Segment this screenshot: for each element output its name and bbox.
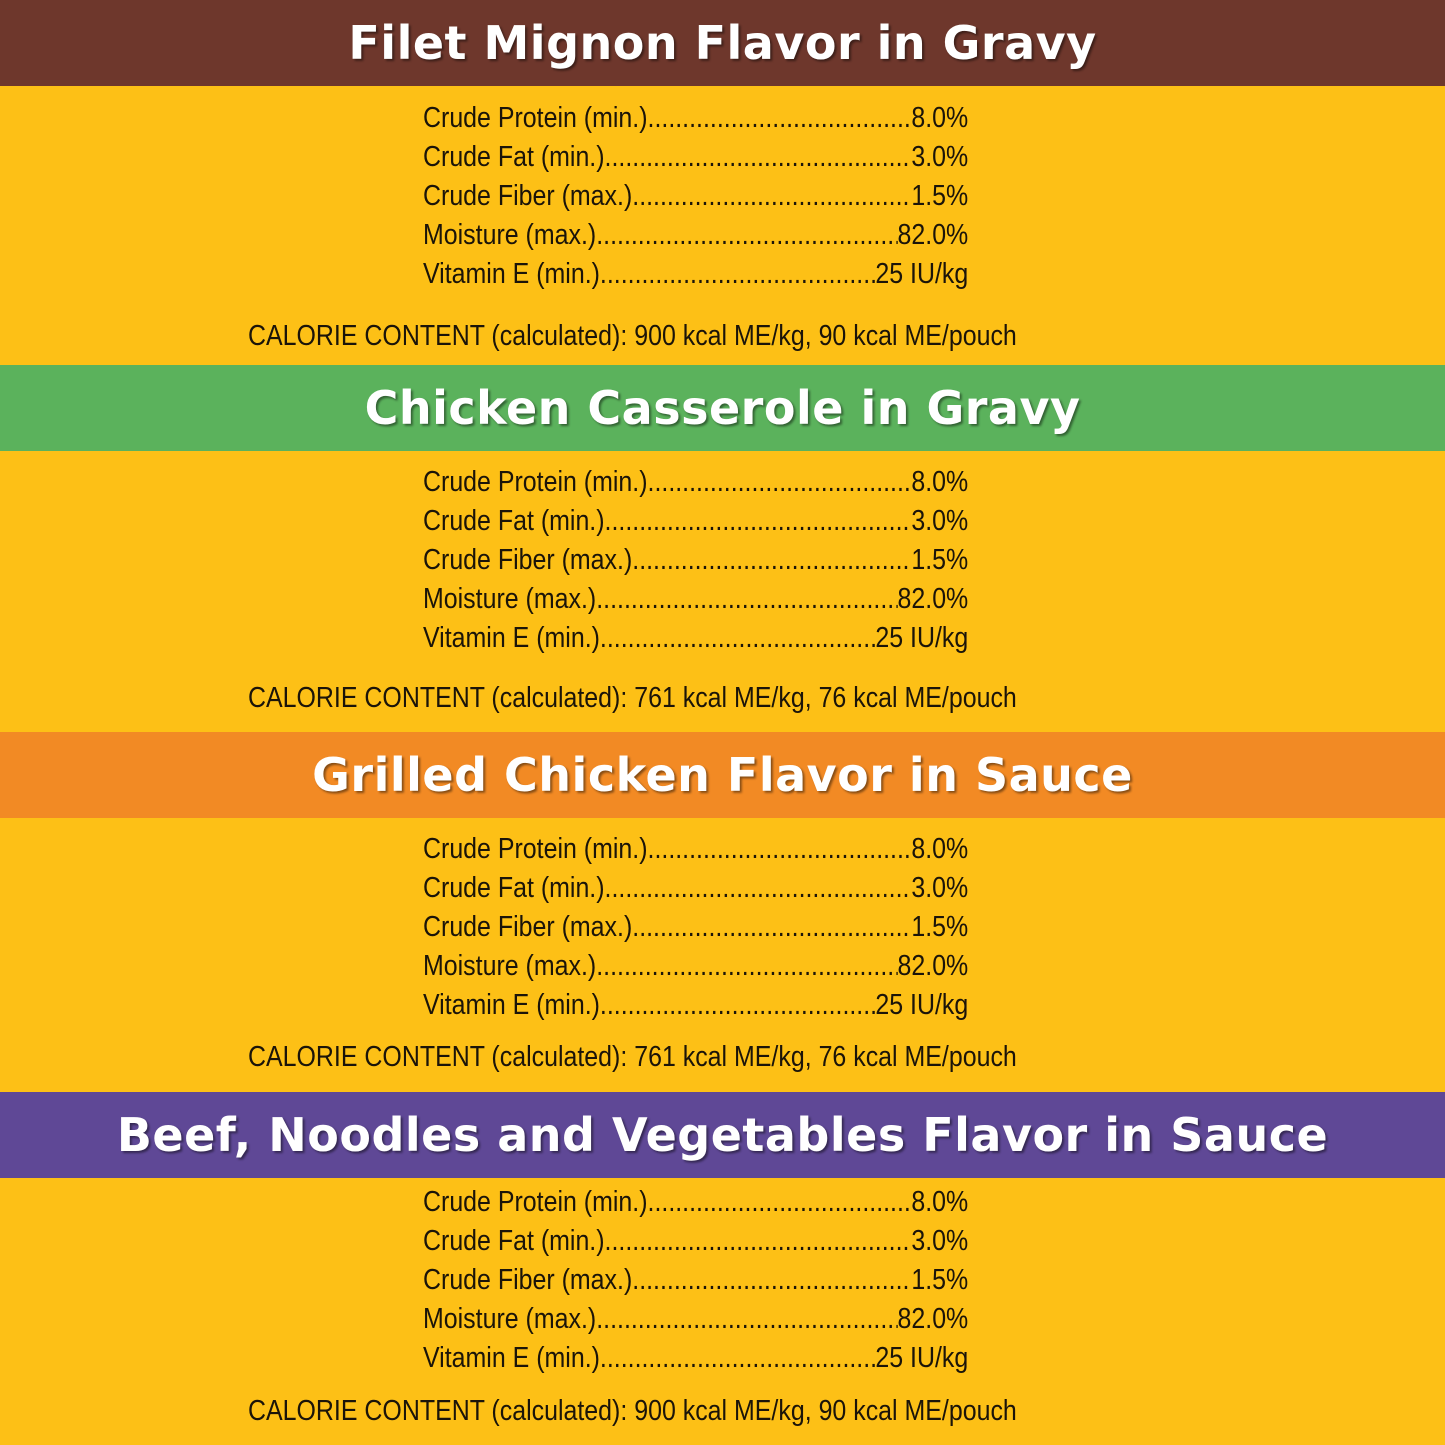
analysis-row: Vitamin E (min.) 25 IU/kg	[423, 1339, 968, 1378]
row-label: Crude Fat (min.)	[423, 1225, 605, 1257]
row-value: 1.5%	[911, 911, 969, 943]
leader-dots	[632, 1261, 911, 1300]
leader-dots	[596, 947, 897, 986]
leader-dots	[648, 1183, 912, 1222]
row-label: Crude Fiber (max.)	[423, 1264, 633, 1296]
analysis-row: Vitamin E (min.) 25 IU/kg	[423, 255, 968, 294]
leader-dots	[596, 580, 897, 619]
analysis-row: Crude Fiber (max.) 1.5%	[423, 1261, 968, 1300]
guaranteed-analysis-filet-mignon: Crude Protein (min.) 8.0% Crude Fat (min.…	[423, 99, 968, 294]
row-value: 3.0%	[911, 141, 969, 173]
row-label: Crude Fat (min.)	[423, 872, 605, 904]
row-label: Moisture (max.)	[423, 950, 597, 982]
analysis-row: Crude Fiber (max.) 1.5%	[423, 541, 968, 580]
leader-dots	[596, 1300, 897, 1339]
guaranteed-analysis-chicken-casserole: Crude Protein (min.) 8.0% Crude Fat (min.…	[423, 463, 968, 658]
leader-dots	[605, 502, 912, 541]
row-label: Vitamin E (min.)	[423, 989, 600, 1021]
leader-dots	[632, 177, 911, 216]
leader-dots	[600, 986, 875, 1025]
section-header-grilled-chicken: Grilled Chicken Flavor in Sauce	[0, 732, 1445, 818]
analysis-row: Moisture (max.) 82.0%	[423, 947, 968, 986]
leader-dots	[632, 908, 911, 947]
analysis-row: Crude Fat (min.) 3.0%	[423, 502, 968, 541]
row-label: Vitamin E (min.)	[423, 1342, 600, 1374]
row-label: Vitamin E (min.)	[423, 258, 600, 290]
row-label: Crude Fiber (max.)	[423, 180, 633, 212]
analysis-row: Crude Protein (min.) 8.0%	[423, 463, 968, 502]
analysis-row: Vitamin E (min.) 25 IU/kg	[423, 619, 968, 658]
row-value: 8.0%	[911, 1186, 969, 1218]
leader-dots	[600, 255, 875, 294]
section-header-chicken-casserole: Chicken Casserole in Gravy	[0, 365, 1445, 451]
section-header-filet-mignon: Filet Mignon Flavor in Gravy	[0, 0, 1445, 86]
leader-dots	[605, 869, 912, 908]
section-title: Filet Mignon Flavor in Gravy	[348, 16, 1097, 70]
row-label: Moisture (max.)	[423, 219, 597, 251]
row-label: Crude Fat (min.)	[423, 505, 605, 537]
row-value: 82.0%	[897, 583, 969, 615]
leader-dots	[648, 463, 912, 502]
section-title: Beef, Noodles and Vegetables Flavor in S…	[116, 1108, 1329, 1162]
analysis-row: Vitamin E (min.) 25 IU/kg	[423, 986, 968, 1025]
analysis-row: Crude Fat (min.) 3.0%	[423, 869, 968, 908]
row-value: 3.0%	[911, 505, 969, 537]
row-label: Vitamin E (min.)	[423, 622, 600, 654]
section-title: Grilled Chicken Flavor in Sauce	[312, 748, 1133, 802]
row-value: 25 IU/kg	[875, 622, 969, 654]
leader-dots	[596, 216, 897, 255]
calorie-content: CALORIE CONTENT (calculated): 900 kcal M…	[248, 320, 1017, 352]
row-label: Crude Protein (min.)	[423, 833, 648, 865]
leader-dots	[600, 1339, 875, 1378]
row-value: 25 IU/kg	[875, 989, 969, 1021]
analysis-row: Crude Fiber (max.) 1.5%	[423, 177, 968, 216]
analysis-row: Crude Fat (min.) 3.0%	[423, 1222, 968, 1261]
row-label: Crude Fiber (max.)	[423, 544, 633, 576]
section-title: Chicken Casserole in Gravy	[364, 381, 1081, 435]
analysis-row: Moisture (max.) 82.0%	[423, 1300, 968, 1339]
leader-dots	[605, 138, 912, 177]
guaranteed-analysis-grilled-chicken: Crude Protein (min.) 8.0% Crude Fat (min.…	[423, 830, 968, 1025]
row-value: 3.0%	[911, 1225, 969, 1257]
calorie-content: CALORIE CONTENT (calculated): 900 kcal M…	[248, 1395, 1017, 1427]
leader-dots	[605, 1222, 912, 1261]
row-label: Crude Fat (min.)	[423, 141, 605, 173]
analysis-row: Crude Protein (min.) 8.0%	[423, 99, 968, 138]
row-value: 8.0%	[911, 466, 969, 498]
leader-dots	[648, 830, 912, 869]
row-value: 1.5%	[911, 1264, 969, 1296]
row-label: Moisture (max.)	[423, 583, 597, 615]
row-value: 82.0%	[897, 1303, 969, 1335]
row-label: Crude Protein (min.)	[423, 1186, 648, 1218]
row-label: Crude Fiber (max.)	[423, 911, 633, 943]
row-value: 3.0%	[911, 872, 969, 904]
row-value: 82.0%	[897, 950, 969, 982]
row-value: 1.5%	[911, 544, 969, 576]
analysis-row: Crude Fat (min.) 3.0%	[423, 138, 968, 177]
calorie-content: CALORIE CONTENT (calculated): 761 kcal M…	[248, 682, 1017, 714]
analysis-row: Moisture (max.) 82.0%	[423, 580, 968, 619]
row-value: 25 IU/kg	[875, 1342, 969, 1374]
analysis-row: Crude Protein (min.) 8.0%	[423, 830, 968, 869]
row-value: 8.0%	[911, 833, 969, 865]
analysis-row: Moisture (max.) 82.0%	[423, 216, 968, 255]
row-value: 1.5%	[911, 180, 969, 212]
guaranteed-analysis-beef-noodles: Crude Protein (min.) 8.0% Crude Fat (min.…	[423, 1183, 968, 1378]
analysis-row: Crude Fiber (max.) 1.5%	[423, 908, 968, 947]
row-label: Crude Protein (min.)	[423, 466, 648, 498]
row-value: 82.0%	[897, 219, 969, 251]
leader-dots	[600, 619, 875, 658]
leader-dots	[648, 99, 912, 138]
leader-dots	[632, 541, 911, 580]
row-label: Crude Protein (min.)	[423, 102, 648, 134]
section-header-beef-noodles: Beef, Noodles and Vegetables Flavor in S…	[0, 1092, 1445, 1178]
analysis-row: Crude Protein (min.) 8.0%	[423, 1183, 968, 1222]
row-label: Moisture (max.)	[423, 1303, 597, 1335]
row-value: 8.0%	[911, 102, 969, 134]
calorie-content: CALORIE CONTENT (calculated): 761 kcal M…	[248, 1041, 1017, 1073]
row-value: 25 IU/kg	[875, 258, 969, 290]
